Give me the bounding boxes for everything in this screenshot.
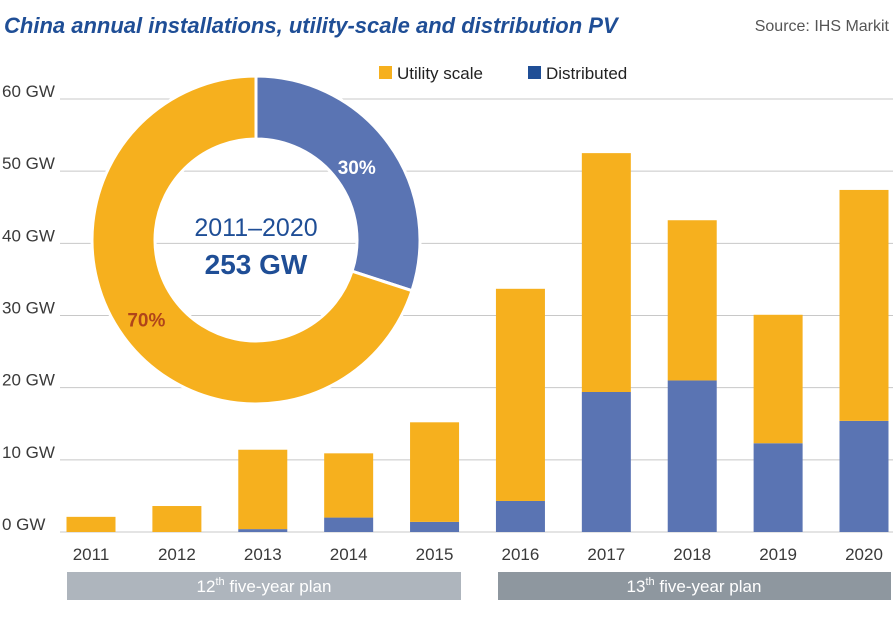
bar-distributed-2013 (238, 529, 288, 532)
donut-label-distributed: 30% (338, 158, 376, 179)
bar-distributed-2017 (581, 391, 631, 532)
donut-label-utility-scale: 70% (127, 311, 165, 332)
five-year-plan-bands: 12th five-year plan 13th five-year plan (67, 572, 891, 600)
plan-13-suffix: th (645, 576, 654, 588)
bar-utility-2011 (66, 516, 116, 532)
bar-distributed-2014 (324, 517, 374, 532)
bar-utility-2018 (667, 220, 717, 381)
x-tick-label: 2020 (845, 545, 883, 564)
chart-title: China annual installations, utility-scal… (4, 13, 620, 38)
bar-utility-2013 (238, 449, 288, 530)
bar-distributed-2016 (495, 500, 545, 532)
x-tick-label: 2018 (673, 545, 711, 564)
y-axis-tick-labels: 0 GW 10 GW 20 GW 30 GW 40 GW 50 GW 60 GW (2, 82, 55, 534)
y-tick-label: 50 GW (2, 154, 55, 173)
y-tick-label: 0 GW (2, 515, 45, 534)
plan-12-text: five-year plan (225, 577, 332, 596)
bar-utility-2020 (839, 189, 889, 421)
x-tick-label: 2017 (587, 545, 625, 564)
plan-12-band (67, 572, 461, 600)
plan-12-suffix: th (215, 576, 224, 588)
x-tick-label: 2019 (759, 545, 797, 564)
legend-label-utility-scale: Utility scale (397, 64, 483, 83)
donut-center-total: 253 GW (205, 249, 308, 280)
bar-utility-2019 (753, 314, 803, 444)
bar-utility-2014 (324, 453, 374, 518)
x-tick-label: 2015 (416, 545, 454, 564)
source-note: Source: IHS Markit (755, 18, 890, 35)
y-tick-label: 20 GW (2, 371, 55, 390)
donut-center-period: 2011–2020 (194, 214, 317, 242)
bar-distributed-2018 (667, 380, 717, 532)
donut-slice-utility-scale (90, 74, 414, 406)
plan-13-text: five-year plan (655, 577, 762, 596)
y-tick-label: 40 GW (2, 226, 55, 245)
y-tick-label: 30 GW (2, 299, 55, 318)
plan-12-label: 12th five-year plan (197, 576, 332, 596)
bars (66, 153, 889, 532)
legend: Utility scale Distributed (379, 64, 627, 83)
plan-13-label: 13th five-year plan (627, 576, 762, 596)
x-tick-label: 2012 (158, 545, 196, 564)
bar-utility-2015 (410, 422, 460, 522)
plan-13-number: 13 (627, 577, 646, 596)
donut-slice-distributed (254, 74, 422, 293)
legend-swatch-distributed (528, 66, 541, 79)
x-tick-label: 2016 (502, 545, 540, 564)
bar-distributed-2020 (839, 420, 889, 532)
x-tick-label: 2013 (244, 545, 282, 564)
x-tick-label: 2011 (73, 545, 110, 564)
bar-utility-2017 (581, 153, 631, 392)
legend-label-distributed: Distributed (546, 64, 627, 83)
plan-12-number: 12 (197, 577, 216, 596)
y-tick-label: 10 GW (2, 443, 55, 462)
bar-utility-2016 (495, 288, 545, 501)
plan-13-band (498, 572, 891, 600)
x-tick-label: 2014 (330, 545, 368, 564)
bar-distributed-2015 (410, 521, 460, 532)
donut-chart: 30% 70% 2011–2020 253 GW (90, 74, 422, 406)
bar-distributed-2019 (753, 443, 803, 532)
bar-utility-2012 (152, 506, 202, 532)
y-tick-label: 60 GW (2, 82, 55, 101)
x-axis-tick-labels: 2011 2012 2013 2014 2015 2016 2017 2018 2019 2020 (73, 545, 883, 564)
legend-swatch-utility-scale (379, 66, 392, 79)
